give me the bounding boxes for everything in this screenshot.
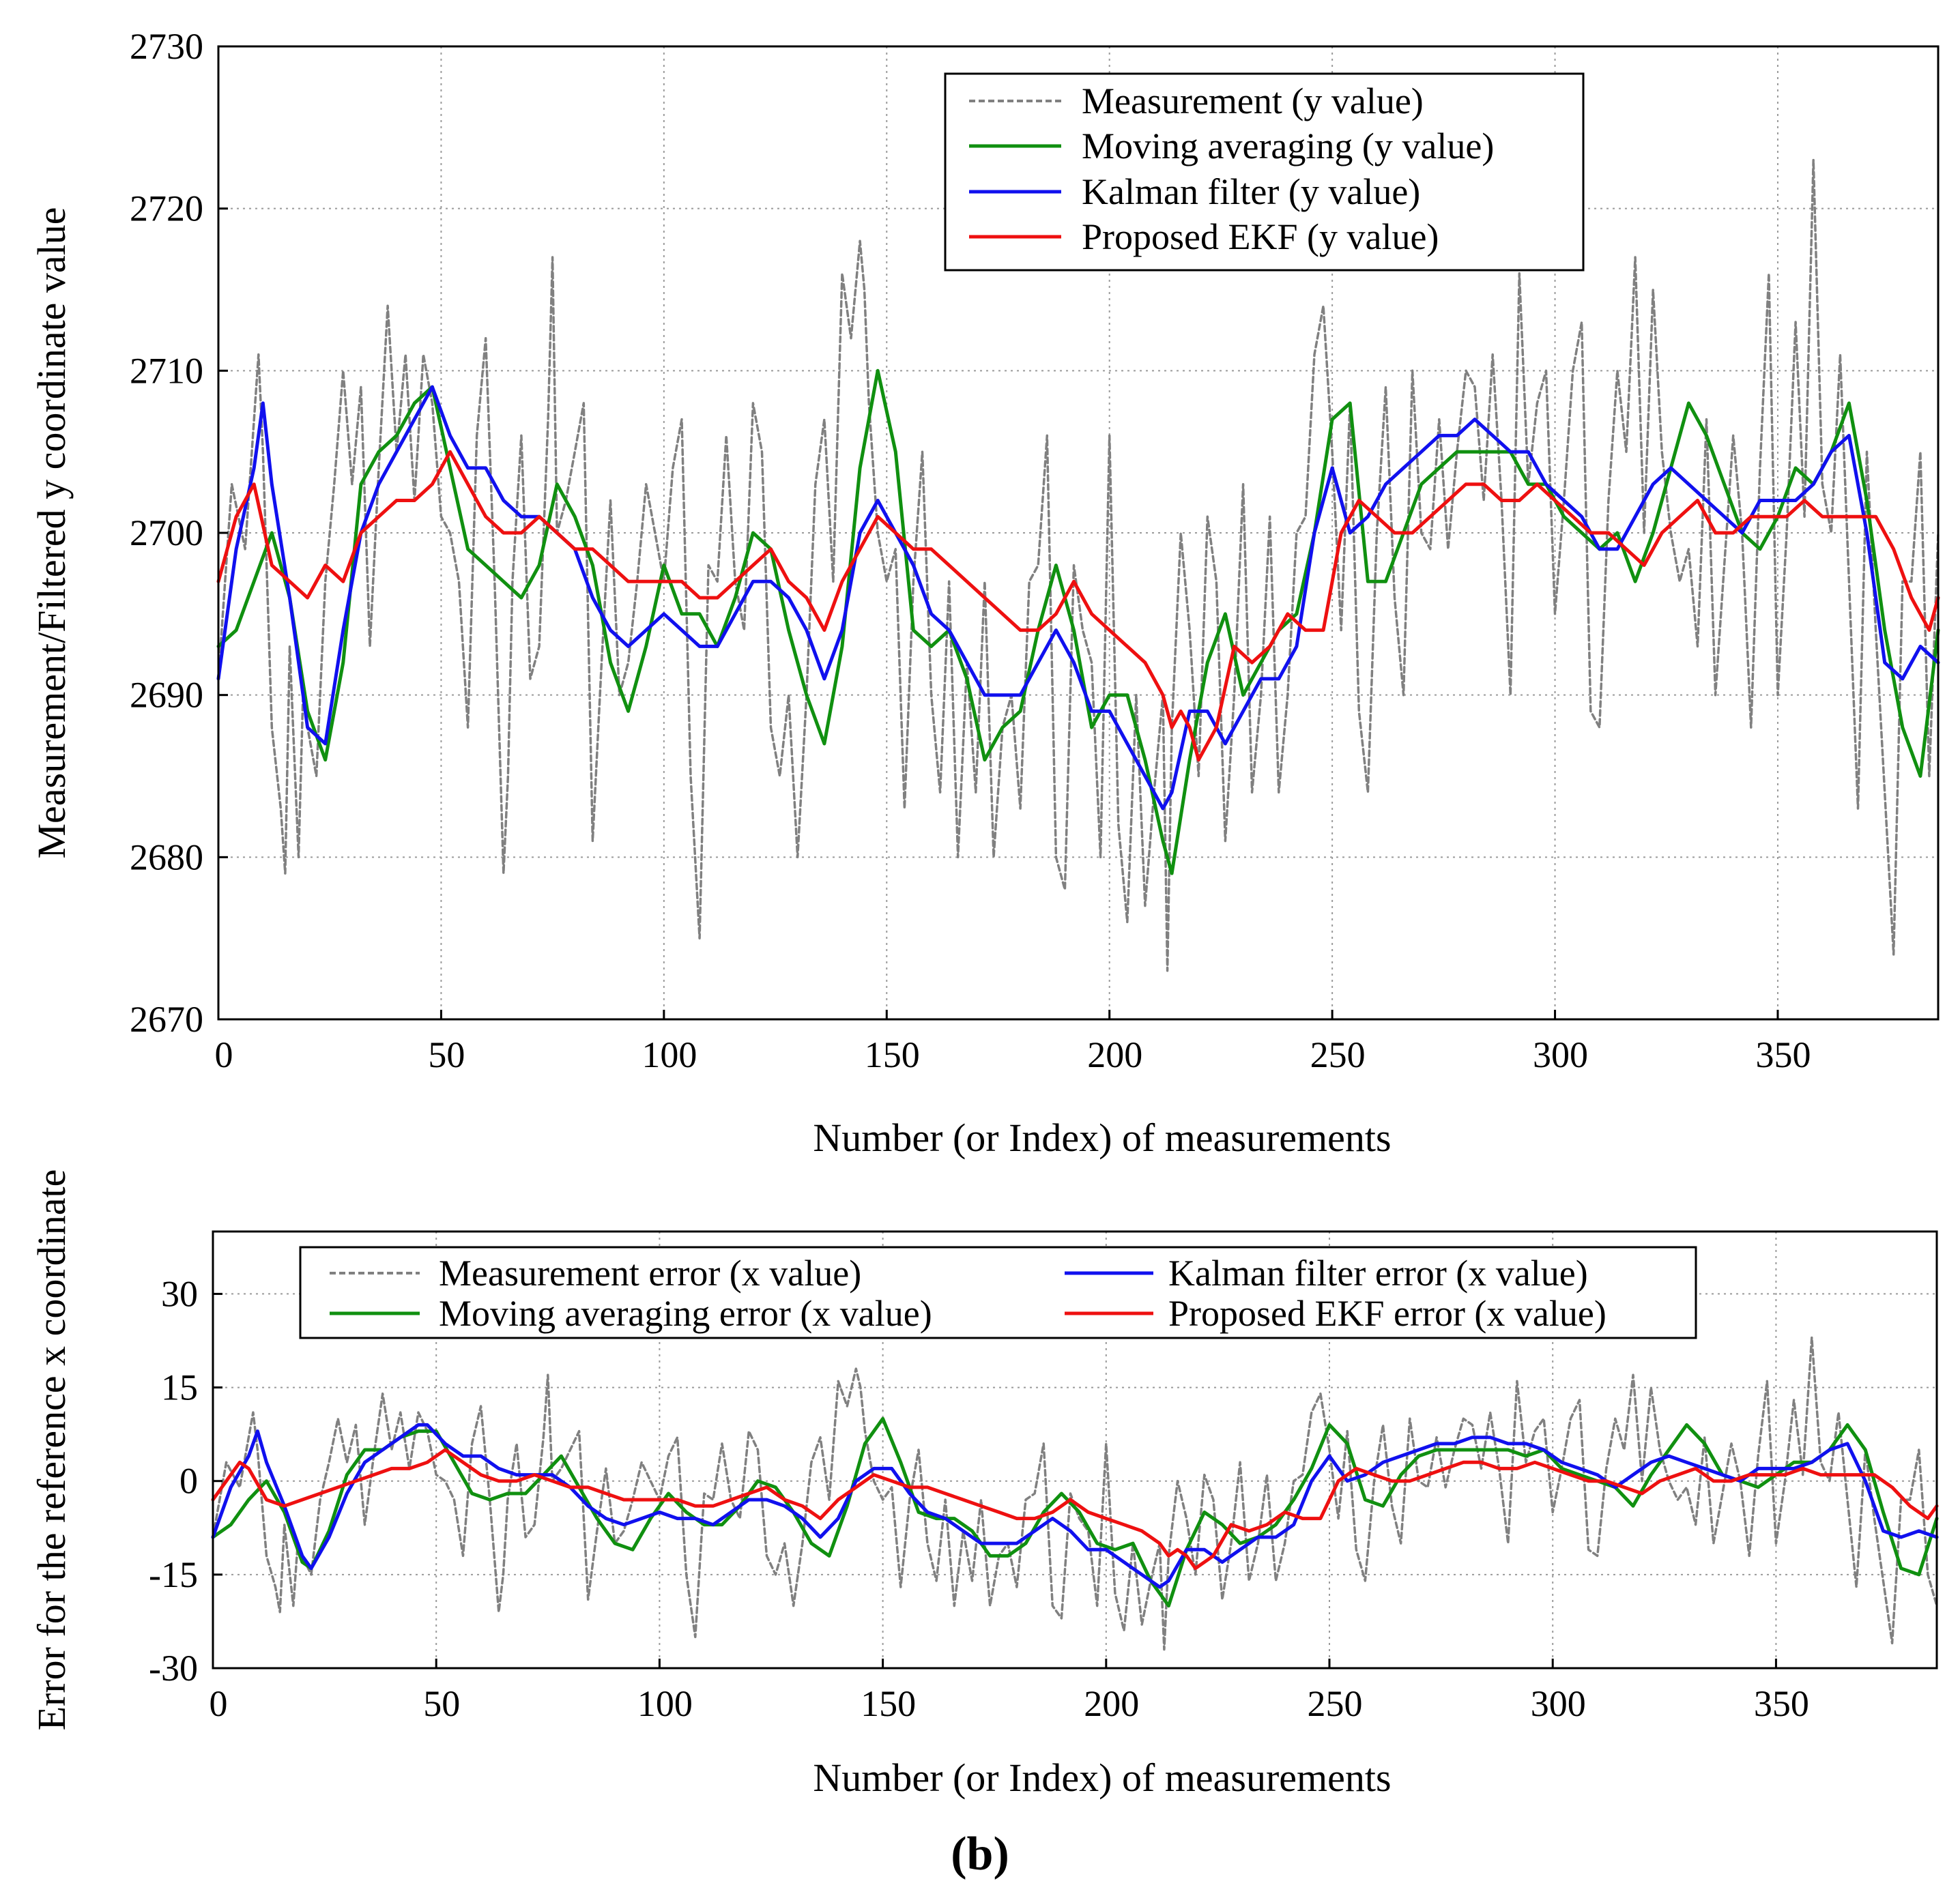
legend-label-measurement: Measurement (y value) — [1082, 81, 1424, 121]
series-line-moving-average — [211, 1416, 1939, 1608]
tick-label-x: 250 — [1310, 1034, 1366, 1075]
panel-label: (b) — [951, 1828, 1009, 1880]
series-line-ekf — [211, 1448, 1939, 1571]
tick-label-x: 50 — [423, 1683, 460, 1724]
tick-label-x: 250 — [1308, 1683, 1363, 1724]
chart-bottom-legend: Measurement error (x value) Moving avera… — [299, 1246, 1697, 1339]
chart-top-ylabel: Measurement/Filtered y coordinate value — [29, 207, 74, 858]
tick-label-x: 100 — [642, 1034, 697, 1075]
legend-label-kalman: Kalman filter (y value) — [1082, 171, 1420, 212]
tick-label-x: 200 — [1087, 1034, 1142, 1075]
tick-label-x: 150 — [865, 1034, 920, 1075]
chart-bottom-frame — [212, 1230, 1938, 1670]
legend2-label-ekf: Proposed EKF error (x value) — [1168, 1293, 1606, 1334]
tick-label-y: 2730 — [130, 26, 203, 67]
tick-label-y: 2710 — [130, 350, 203, 391]
series-line-kalman — [211, 1423, 1939, 1589]
tick-label-x: 200 — [1084, 1683, 1139, 1724]
tick-label-y: -15 — [149, 1554, 198, 1595]
tick-label-y: -30 — [149, 1648, 198, 1689]
tick-label-y: 2690 — [130, 675, 203, 716]
tick-label-x: 300 — [1531, 1683, 1586, 1724]
chart-top-series — [216, 158, 1940, 972]
legend2-label-kalman: Kalman filter error (x value) — [1168, 1253, 1588, 1294]
tick-label-y: 2720 — [130, 188, 203, 229]
tick-label-x: 50 — [428, 1034, 465, 1075]
tick-label-y: 0 — [179, 1461, 198, 1502]
series-line-measurement — [217, 158, 1940, 972]
series-line-measurement — [212, 1336, 1938, 1651]
chart-top-xlabel: Number (or Index) of measurements — [813, 1116, 1391, 1160]
series-line-moving-average — [216, 368, 1940, 875]
chart-bottom-ylabel-text: Error for the reference x coordinate — [29, 1169, 74, 1731]
tick-label-x: 0 — [215, 1034, 233, 1075]
tick-label-x: 0 — [210, 1683, 228, 1724]
chart-top-legend: Measurement (y value) Moving averaging (… — [944, 72, 1585, 272]
legend-label-moving-average: Moving averaging (y value) — [1082, 126, 1494, 166]
tick-label-y: 30 — [161, 1273, 198, 1314]
tick-label-y: 2700 — [130, 512, 203, 553]
chart-top: 0 50 100 150 200 250 300 350 2670 2680 2690 2700 271… — [29, 26, 1940, 1160]
tick-label-x: 350 — [1755, 1034, 1811, 1075]
chart-top-ticks: 0 50 100 150 200 250 300 350 2670 2680 2690 2700 271… — [130, 26, 1811, 1075]
legend-label-ekf: Proposed EKF (y value) — [1082, 216, 1439, 257]
tick-label-x: 300 — [1533, 1034, 1588, 1075]
legend2-label-measurement: Measurement error (x value) — [439, 1253, 861, 1294]
tick-label-y: 2670 — [130, 999, 203, 1040]
tick-label-y: 15 — [161, 1367, 198, 1408]
chart-bottom: 0 50 100 150 200 250 300 350 -30 -15 0 15 30 Error f… — [29, 1169, 1939, 1800]
chart-bottom-xlabel: Number (or Index) of measurements — [813, 1755, 1391, 1800]
tick-label-x: 100 — [637, 1683, 693, 1724]
chart-bottom-ylabel: Error for the reference x coordinate — [29, 1169, 74, 1731]
chart-bottom-series — [211, 1336, 1939, 1651]
series-line-kalman — [216, 385, 1940, 811]
tick-label-x: 150 — [861, 1683, 916, 1724]
tick-label-y: 2680 — [130, 836, 203, 877]
tick-label-x: 350 — [1754, 1683, 1809, 1724]
legend2-label-moving-average: Moving averaging error (x value) — [439, 1293, 932, 1334]
series-line-ekf — [216, 450, 1940, 762]
chart-bottom-legend-box — [299, 1246, 1697, 1339]
chart-bottom-ticks: 0 50 100 150 200 250 300 350 -30 -15 0 15 30 — [149, 1273, 1809, 1724]
